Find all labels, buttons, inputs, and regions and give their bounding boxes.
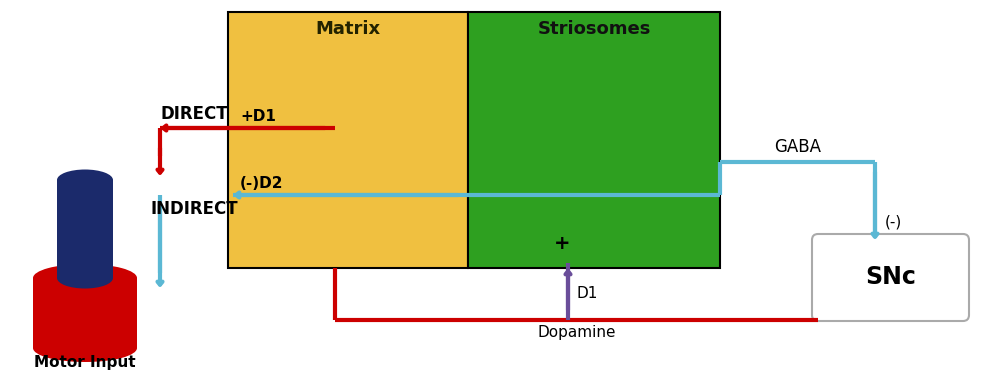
Text: GABA: GABA xyxy=(774,138,821,156)
Ellipse shape xyxy=(57,169,113,190)
Text: SNc: SNc xyxy=(865,266,916,289)
Bar xyxy=(468,12,720,268)
Text: (-)D2: (-)D2 xyxy=(240,176,284,191)
Text: +D1: +D1 xyxy=(240,109,276,124)
Text: DIRECT: DIRECT xyxy=(160,105,228,123)
Text: Dopamine: Dopamine xyxy=(537,325,615,340)
Text: Matrix: Matrix xyxy=(316,20,381,38)
Ellipse shape xyxy=(33,264,137,292)
Ellipse shape xyxy=(57,267,113,288)
Text: Motor Input: Motor Input xyxy=(35,355,136,370)
Text: D1: D1 xyxy=(576,286,598,301)
Ellipse shape xyxy=(33,334,137,362)
Bar xyxy=(33,278,137,348)
FancyBboxPatch shape xyxy=(812,234,969,321)
Text: +: + xyxy=(554,233,570,252)
Bar xyxy=(228,12,468,268)
Text: INDIRECT: INDIRECT xyxy=(150,200,238,218)
Bar xyxy=(57,180,113,278)
Text: (-): (-) xyxy=(885,215,902,230)
Text: Striosomes: Striosomes xyxy=(537,20,651,38)
